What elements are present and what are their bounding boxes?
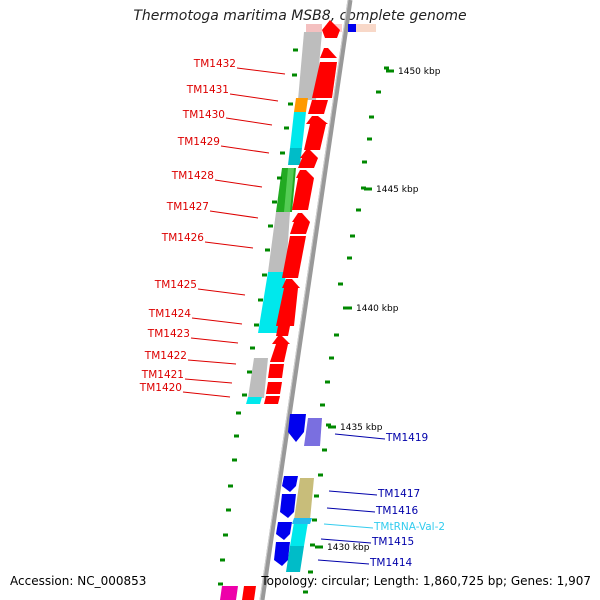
kbp-label: 1430 kbp <box>327 543 370 553</box>
cds-arrow-tm1423 <box>270 344 288 362</box>
cds-arrow-tm1429 <box>298 158 318 168</box>
gene-label-tm1420[interactable]: TM1420 <box>139 382 182 394</box>
backbone <box>259 0 353 600</box>
cds-arrow-tm1425 <box>276 288 298 326</box>
cds-arrow-head <box>272 336 290 344</box>
forward-cds-track <box>242 20 340 600</box>
scale-ticks <box>218 48 389 594</box>
cds-arrow-tm1422 <box>268 364 284 378</box>
scale-labels: 1450 kbp 1445 kbp 1440 kbp 1435 kbp 1430 kbp <box>315 67 441 553</box>
gene-label-tm1419[interactable]: TM1419 <box>385 432 428 444</box>
top-partial-features <box>306 24 376 32</box>
cog-box-tm1428-b <box>284 168 294 212</box>
cds-arrow-tm1424 <box>276 326 290 336</box>
cds-arrow-partial <box>220 586 238 600</box>
cds-arrow-tm1414 <box>274 542 290 566</box>
cds-arrow-tm1419 <box>288 414 306 442</box>
leader-line <box>187 359 237 365</box>
cds-arrow-head <box>296 170 314 178</box>
cds-arrow-head <box>292 213 310 222</box>
gene-label-tm1427[interactable]: TM1427 <box>166 201 209 213</box>
gene-label-tm1428[interactable]: TM1428 <box>171 170 214 182</box>
cds-arrow-tm1427 <box>290 222 310 234</box>
leader-line <box>317 559 370 565</box>
partial-cog-box <box>306 24 322 32</box>
accession-text: Accession: NC_000853 <box>10 574 147 588</box>
cds-arrow-head <box>306 116 328 124</box>
leader-line <box>209 210 259 219</box>
cds-arrow-tm1415 <box>276 522 292 540</box>
cds-arrow-tm1432 <box>312 62 337 98</box>
leader-line <box>236 67 286 75</box>
leader-line <box>197 288 246 296</box>
gene-label-tm1415[interactable]: TM1415 <box>371 536 414 548</box>
cds-arrow-tm1421 <box>266 382 282 394</box>
gene-label-tm1417[interactable]: TM1417 <box>377 488 420 500</box>
cds-arrow <box>322 20 340 38</box>
cds-arrow-head <box>282 279 300 288</box>
leader-line <box>225 117 273 126</box>
gene-label-tm1431[interactable]: TM1431 <box>186 84 229 96</box>
partial-cog-box <box>356 24 376 32</box>
cog-box-tm1415 <box>290 522 308 546</box>
gene-labels: TM1432 TM1431 TM1430 TM1429 TM1428 TM1427 TM14… <box>139 58 445 569</box>
gene-label-tm1423[interactable]: TM1423 <box>147 328 190 340</box>
cds-arrow-tm1419-b <box>304 418 322 446</box>
gene-label-tm1429[interactable]: TM1429 <box>177 136 220 148</box>
kbp-label: 1435 kbp <box>340 423 383 433</box>
leader-line <box>323 523 374 529</box>
cog-box-tm1420 <box>246 397 262 404</box>
leader-line <box>220 145 270 154</box>
gene-label-tm1416[interactable]: TM1416 <box>375 505 419 517</box>
leader-line <box>191 317 243 325</box>
map-title: Thermotoga maritima MSB8, complete genom… <box>133 8 467 24</box>
gene-label-tm1430[interactable]: TM1430 <box>182 109 225 121</box>
partial-reverse-cds <box>348 24 356 32</box>
cds-arrow-tm1430 <box>304 124 326 150</box>
cds-arrow-tm1417 <box>282 476 298 492</box>
gene-label-tm1424[interactable]: TM1424 <box>148 308 192 320</box>
cds-arrow-tm1416 <box>280 494 296 518</box>
leader-line <box>328 490 378 496</box>
trna-val-2 <box>292 518 312 524</box>
kbp-label: 1450 kbp <box>398 67 441 77</box>
cds-arrow-tm1428 <box>292 178 314 210</box>
gene-label-tm1414[interactable]: TM1414 <box>369 557 413 569</box>
gene-label-tmtrna-val-2[interactable]: TMtRNA-Val-2 <box>373 521 445 533</box>
cds-arrow-partial <box>242 586 256 600</box>
cog-box-tm1431 <box>294 98 308 112</box>
leader-line <box>184 378 233 384</box>
leader-line <box>326 507 376 513</box>
leader-line <box>229 93 279 102</box>
gene-label-tm1432[interactable]: TM1432 <box>193 58 236 70</box>
cog-box-tm1416 <box>294 478 314 520</box>
cds-arrow-tm1426 <box>282 236 306 278</box>
leader-line <box>214 179 263 188</box>
gene-label-tm1421[interactable]: TM1421 <box>141 369 184 381</box>
cog-box-tm1421 <box>248 358 268 398</box>
cds-arrow-head <box>320 48 337 58</box>
reverse-cds-track <box>220 414 322 600</box>
gene-label-tm1425[interactable]: TM1425 <box>154 279 197 291</box>
leader-line <box>182 391 231 398</box>
kbp-label: 1440 kbp <box>356 304 399 314</box>
kbp-label: 1445 kbp <box>376 185 419 195</box>
leader-line <box>320 538 372 544</box>
cds-arrow-tm1431 <box>308 100 328 114</box>
gene-label-tm1422[interactable]: TM1422 <box>144 350 187 362</box>
cog-box-tm1429 <box>288 148 302 165</box>
cog-box-tm1414 <box>286 546 304 572</box>
cog-box-tm1430 <box>290 112 306 148</box>
topology-text: Topology: circular; Length: 1,860,725 bp… <box>261 574 591 588</box>
cog-box-tm1426 <box>268 212 290 272</box>
leader-line <box>204 241 254 249</box>
gene-label-tm1426[interactable]: TM1426 <box>161 232 205 244</box>
trna-track <box>292 518 312 524</box>
cds-arrow-tm1420 <box>264 396 280 404</box>
leader-line <box>334 433 386 440</box>
cds-arrow-head <box>300 150 318 158</box>
leader-line <box>190 337 239 344</box>
